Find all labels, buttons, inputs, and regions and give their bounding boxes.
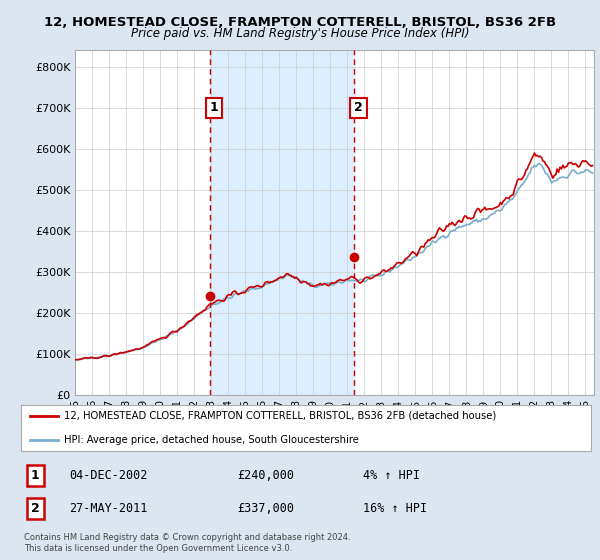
Text: 27-MAY-2011: 27-MAY-2011 [70, 502, 148, 515]
Text: 1: 1 [31, 469, 40, 483]
Text: 04-DEC-2002: 04-DEC-2002 [70, 469, 148, 483]
Text: Price paid vs. HM Land Registry's House Price Index (HPI): Price paid vs. HM Land Registry's House … [131, 27, 469, 40]
Text: £240,000: £240,000 [238, 469, 295, 483]
Text: 4% ↑ HPI: 4% ↑ HPI [363, 469, 420, 483]
Text: 16% ↑ HPI: 16% ↑ HPI [363, 502, 427, 515]
Text: 12, HOMESTEAD CLOSE, FRAMPTON COTTERELL, BRISTOL, BS36 2FB (detached house): 12, HOMESTEAD CLOSE, FRAMPTON COTTERELL,… [64, 411, 496, 421]
Text: 12, HOMESTEAD CLOSE, FRAMPTON COTTERELL, BRISTOL, BS36 2FB: 12, HOMESTEAD CLOSE, FRAMPTON COTTERELL,… [44, 16, 556, 29]
Text: £337,000: £337,000 [238, 502, 295, 515]
Text: HPI: Average price, detached house, South Gloucestershire: HPI: Average price, detached house, Sout… [64, 435, 359, 445]
Text: 2: 2 [354, 101, 363, 114]
Bar [210, 50, 354, 395]
Text: Contains HM Land Registry data © Crown copyright and database right 2024.
This d: Contains HM Land Registry data © Crown c… [24, 533, 350, 553]
Text: 1: 1 [210, 101, 218, 114]
Text: 2: 2 [31, 502, 40, 515]
